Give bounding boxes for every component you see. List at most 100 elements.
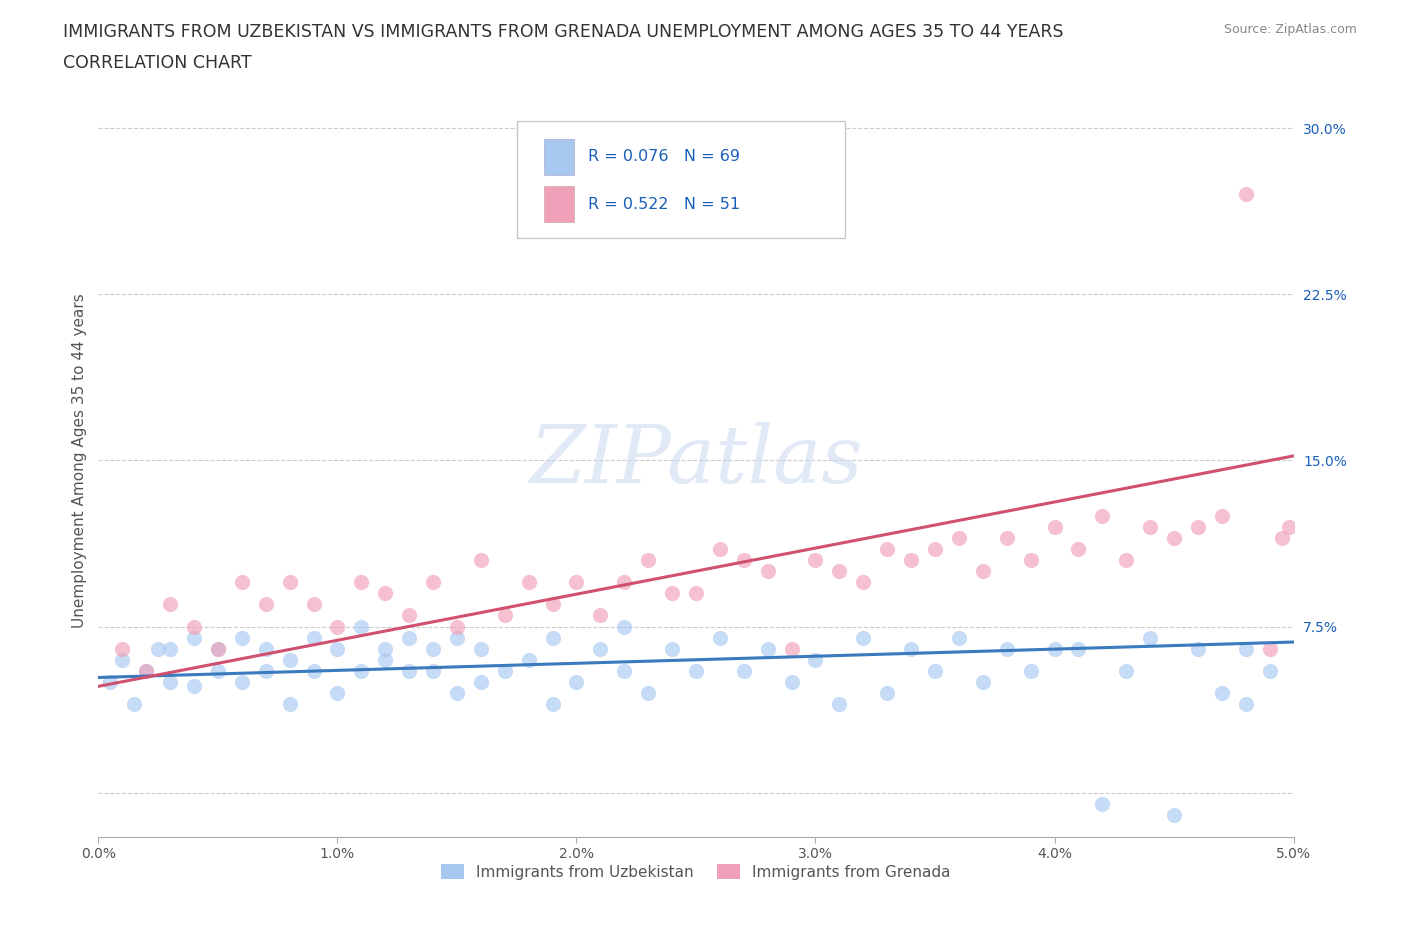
- Point: [470, 552, 492, 567]
- Point: [1211, 509, 1233, 524]
- FancyBboxPatch shape: [544, 186, 574, 222]
- Point: [1067, 642, 1090, 657]
- Point: [1234, 642, 1257, 657]
- Point: [350, 663, 373, 678]
- Point: [1115, 552, 1137, 567]
- Point: [1067, 541, 1090, 556]
- Point: [541, 697, 564, 711]
- Point: [254, 597, 277, 612]
- Point: [1187, 642, 1209, 657]
- Point: [661, 642, 683, 657]
- Point: [231, 631, 253, 645]
- Point: [1258, 663, 1281, 678]
- Point: [828, 697, 851, 711]
- Point: [1163, 530, 1185, 545]
- Point: [207, 642, 229, 657]
- Point: [709, 541, 731, 556]
- Point: [780, 642, 803, 657]
- Point: [398, 608, 420, 623]
- Point: [446, 631, 468, 645]
- Point: [422, 663, 444, 678]
- Point: [398, 663, 420, 678]
- Point: [374, 586, 396, 601]
- Point: [1091, 509, 1114, 524]
- Point: [326, 685, 349, 700]
- Text: Source: ZipAtlas.com: Source: ZipAtlas.com: [1223, 23, 1357, 36]
- Point: [589, 608, 612, 623]
- Point: [709, 631, 731, 645]
- Point: [1019, 663, 1042, 678]
- Point: [278, 697, 301, 711]
- Point: [1187, 519, 1209, 534]
- Point: [804, 652, 827, 667]
- Point: [876, 685, 898, 700]
- Point: [1258, 642, 1281, 657]
- Point: [422, 575, 444, 590]
- Point: [278, 652, 301, 667]
- Point: [1139, 519, 1161, 534]
- Text: CORRELATION CHART: CORRELATION CHART: [63, 54, 252, 72]
- Point: [852, 631, 875, 645]
- Point: [183, 631, 205, 645]
- Point: [159, 597, 181, 612]
- Point: [422, 642, 444, 657]
- Point: [804, 552, 827, 567]
- Text: ZIPatlas: ZIPatlas: [529, 421, 863, 499]
- Point: [828, 564, 851, 578]
- Point: [159, 642, 181, 657]
- Point: [231, 575, 253, 590]
- Point: [207, 642, 229, 657]
- Point: [613, 663, 636, 678]
- Point: [398, 631, 420, 645]
- Point: [135, 663, 157, 678]
- Y-axis label: Unemployment Among Ages 35 to 44 years: Unemployment Among Ages 35 to 44 years: [72, 293, 87, 628]
- Point: [900, 642, 922, 657]
- Point: [972, 674, 994, 689]
- Point: [1234, 187, 1257, 202]
- Point: [1139, 631, 1161, 645]
- Point: [1043, 519, 1066, 534]
- Point: [350, 575, 373, 590]
- Point: [517, 652, 540, 667]
- Text: IMMIGRANTS FROM UZBEKISTAN VS IMMIGRANTS FROM GRENADA UNEMPLOYMENT AMONG AGES 35: IMMIGRANTS FROM UZBEKISTAN VS IMMIGRANTS…: [63, 23, 1064, 41]
- Point: [1115, 663, 1137, 678]
- Point: [159, 674, 181, 689]
- Point: [494, 608, 516, 623]
- Point: [231, 674, 253, 689]
- Point: [995, 642, 1018, 657]
- Point: [852, 575, 875, 590]
- FancyBboxPatch shape: [517, 122, 845, 238]
- Point: [183, 619, 205, 634]
- Point: [756, 564, 779, 578]
- Point: [924, 663, 946, 678]
- Point: [780, 674, 803, 689]
- Point: [1019, 552, 1042, 567]
- Point: [302, 663, 325, 678]
- Point: [613, 575, 636, 590]
- Point: [948, 631, 970, 645]
- Point: [111, 642, 134, 657]
- FancyBboxPatch shape: [544, 139, 574, 175]
- Point: [1271, 530, 1294, 545]
- Point: [589, 642, 612, 657]
- Point: [111, 652, 134, 667]
- Point: [541, 631, 564, 645]
- Point: [1211, 685, 1233, 700]
- Point: [446, 619, 468, 634]
- Point: [756, 642, 779, 657]
- Point: [613, 619, 636, 634]
- Point: [876, 541, 898, 556]
- Point: [995, 530, 1018, 545]
- Point: [948, 530, 970, 545]
- Text: R = 0.522   N = 51: R = 0.522 N = 51: [589, 197, 741, 212]
- Point: [517, 575, 540, 590]
- Point: [254, 642, 277, 657]
- Point: [183, 679, 205, 694]
- Point: [1163, 807, 1185, 822]
- Point: [972, 564, 994, 578]
- Point: [637, 685, 659, 700]
- Point: [1043, 642, 1066, 657]
- Point: [685, 586, 707, 601]
- Point: [733, 663, 755, 678]
- Point: [924, 541, 946, 556]
